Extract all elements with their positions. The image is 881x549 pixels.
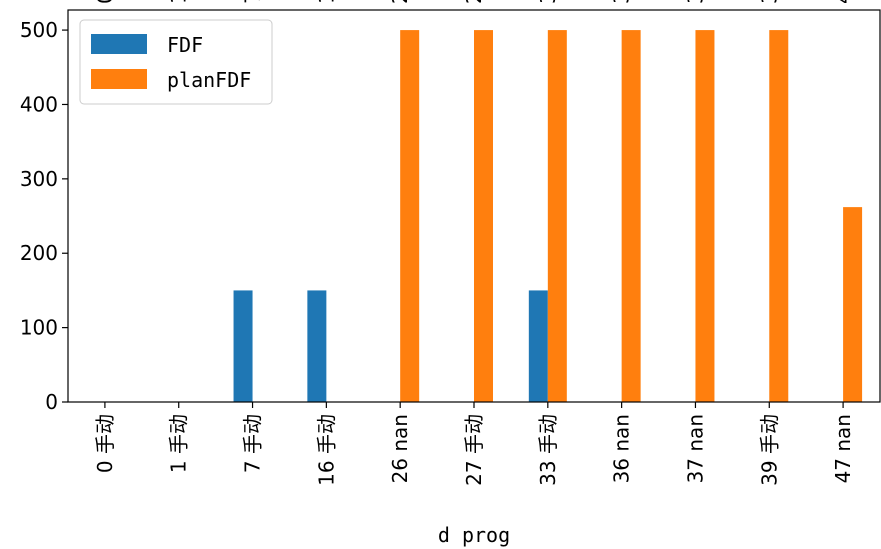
x-axis-label: d prog bbox=[438, 523, 510, 547]
legend-label-planFDF: planFDF bbox=[167, 68, 251, 92]
x-tick-label-5: 27 手动 bbox=[462, 414, 486, 486]
top-clipped-label-4: 26 nan bbox=[388, 0, 412, 4]
bar-planFDF-7 bbox=[621, 30, 641, 402]
x-axis: 0 手动 1 手动 7 手动 16 手动 26 nan 27 手动 33 手动 36 nan 3… bbox=[93, 402, 855, 486]
legend-label-FDF: FDF bbox=[167, 33, 203, 57]
bar-FDF-6 bbox=[528, 290, 548, 402]
top-clipped-label-0: 0 手动 bbox=[93, 0, 117, 4]
top-clipped-label-5: 27 手动 bbox=[462, 0, 486, 4]
top-clipped-label-3: 16 手动 bbox=[314, 0, 338, 4]
y-tick-label-4: 400 bbox=[20, 92, 58, 116]
y-tick-label-2: 200 bbox=[20, 241, 58, 265]
legend-swatch-planFDF bbox=[91, 69, 147, 89]
bar-FDF-3 bbox=[307, 290, 327, 402]
x-tick-label-7: 36 nan bbox=[610, 414, 634, 483]
bar-planFDF-4 bbox=[400, 30, 420, 402]
y-tick-label-0: 0 bbox=[45, 390, 58, 414]
x-tick-label-8: 37 nan bbox=[683, 414, 707, 483]
bar-FDF-2 bbox=[233, 290, 253, 402]
x-tick-label-2: 7 手动 bbox=[241, 414, 265, 473]
bars-group bbox=[233, 30, 863, 402]
top-clipped-label-9: 39 手动 bbox=[757, 0, 781, 4]
clipped-top-labels: 0 手动 1 手动 7 手动 16 手动 26 nan 27 手动 33 手动 36 nan 3… bbox=[93, 0, 855, 4]
top-clipped-label-6: 33 手动 bbox=[536, 0, 560, 4]
top-clipped-label-2: 7 手动 bbox=[241, 0, 265, 4]
y-tick-label-5: 500 bbox=[20, 18, 58, 42]
x-tick-label-1: 1 手动 bbox=[167, 414, 191, 473]
y-axis: 0 100 200 300 400 500 bbox=[20, 18, 68, 414]
x-tick-label-10: 47 nan bbox=[831, 414, 855, 483]
x-tick-label-9: 39 手动 bbox=[757, 414, 781, 486]
top-clipped-label-8: 37 nan bbox=[683, 0, 707, 4]
top-clipped-label-10: 47 nan bbox=[831, 0, 855, 4]
legend: FDF planFDF bbox=[79, 19, 273, 105]
x-tick-label-6: 33 手动 bbox=[536, 414, 560, 486]
bar-planFDF-5 bbox=[474, 30, 493, 402]
x-tick-label-4: 26 nan bbox=[388, 414, 412, 483]
top-clipped-label-1: 1 手动 bbox=[167, 0, 191, 4]
y-tick-label-3: 300 bbox=[20, 167, 58, 191]
bar-planFDF-10 bbox=[843, 207, 863, 402]
x-tick-label-3: 16 手动 bbox=[314, 414, 338, 486]
legend-swatch-FDF bbox=[91, 34, 147, 54]
bar-planFDF-6 bbox=[547, 30, 567, 402]
x-tick-label-0: 0 手动 bbox=[93, 414, 117, 473]
top-clipped-label-7: 36 nan bbox=[610, 0, 634, 4]
y-tick-label-1: 100 bbox=[20, 316, 58, 340]
bar-planFDF-8 bbox=[695, 30, 715, 402]
bar-planFDF-9 bbox=[769, 30, 789, 402]
